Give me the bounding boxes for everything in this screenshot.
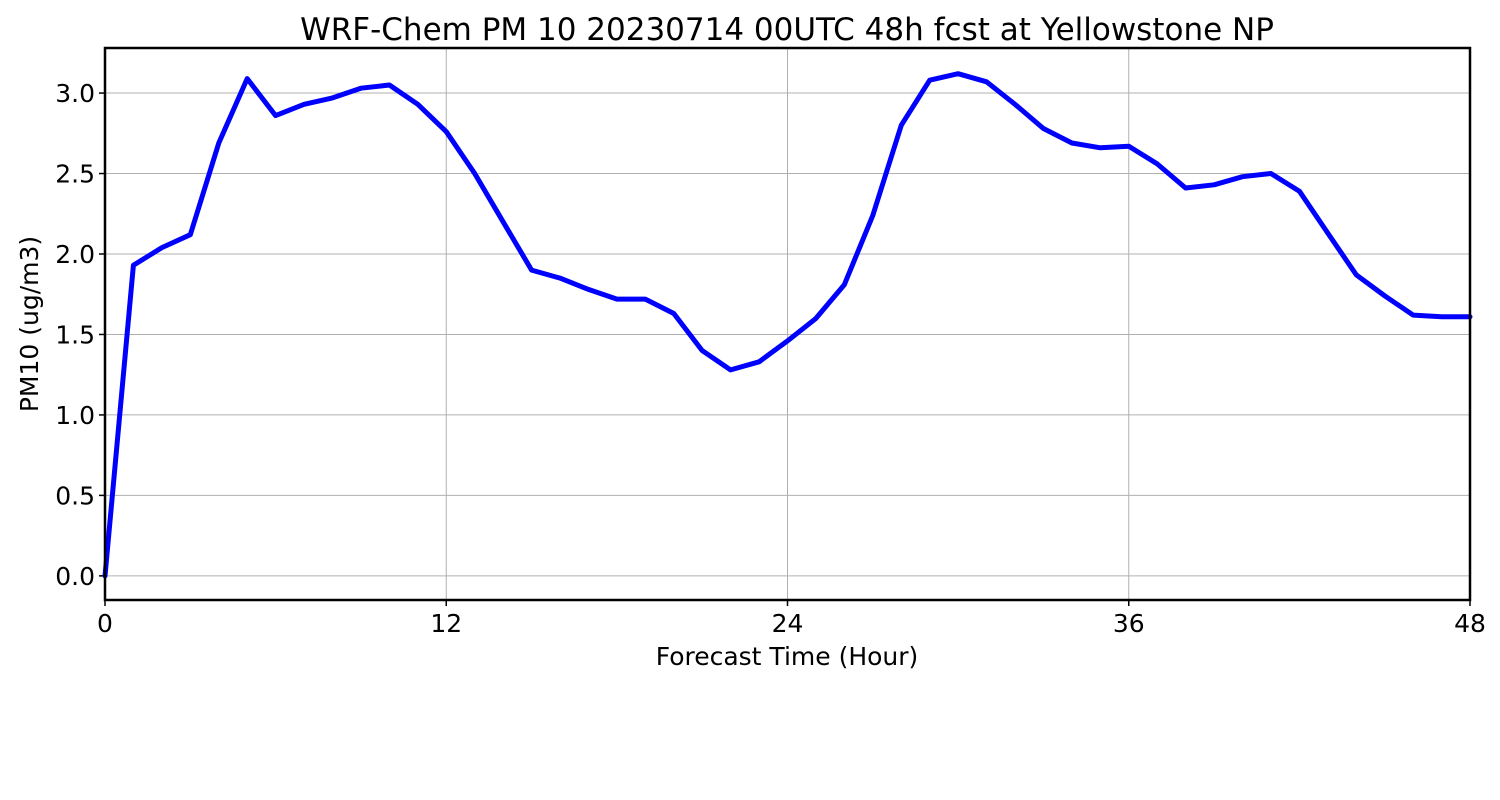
y-tick-label: 0.5 xyxy=(55,481,95,510)
chart-title: WRF-Chem PM 10 20230714 00UTC 48h fcst a… xyxy=(300,12,1274,48)
x-tick-label: 24 xyxy=(772,609,804,638)
x-tick-label: 0 xyxy=(97,609,113,638)
y-tick-label: 3.0 xyxy=(55,79,95,108)
y-tick-label: 2.5 xyxy=(55,160,95,189)
series-layer xyxy=(102,71,1473,579)
y-axis-title: PM10 (ug/m3) xyxy=(15,236,44,412)
x-axis-title: Forecast Time (Hour) xyxy=(656,642,919,671)
y-tick-label: 2.0 xyxy=(55,240,95,269)
x-tick-label: 12 xyxy=(430,609,462,638)
x-tick-label: 36 xyxy=(1113,609,1145,638)
grid-layer xyxy=(104,48,1471,600)
y-tick-label: 1.0 xyxy=(55,401,95,430)
x-tick-label: 48 xyxy=(1454,609,1486,638)
y-tick-label: 1.5 xyxy=(55,320,95,349)
tick-layer: 0 12 24 36 48 0.0 0.5 1.0 1.5 2.0 2.5 3.0 xyxy=(55,79,1486,638)
y-tick-label: 0.0 xyxy=(55,562,95,591)
